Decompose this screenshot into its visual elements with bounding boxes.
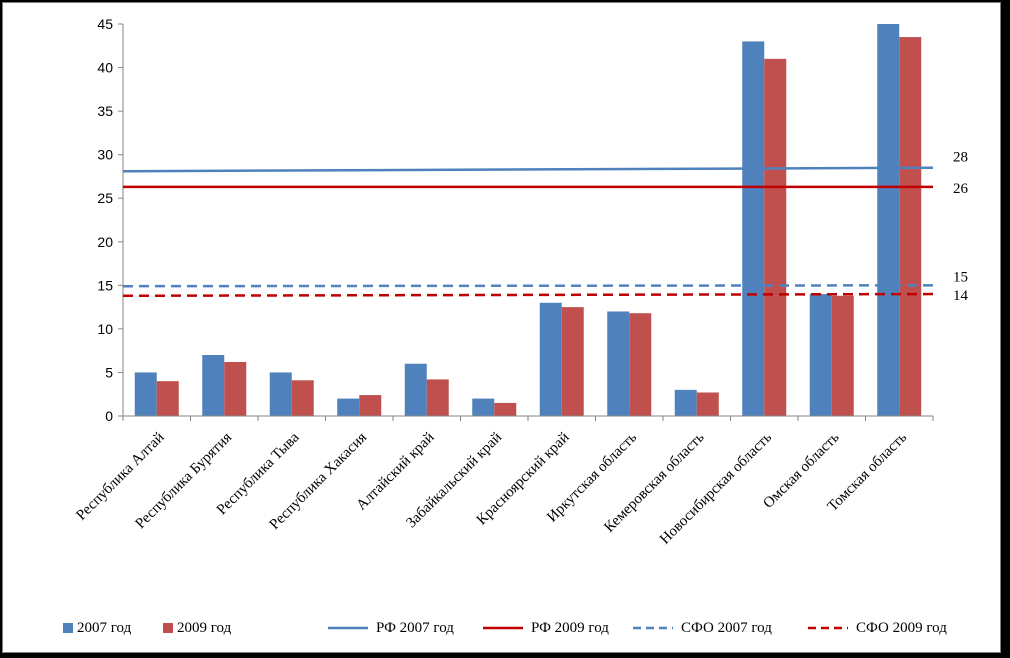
legend-label: 2009 год [177,620,232,636]
legend-label: РФ 2009 год [531,620,609,636]
bar-series1 [742,41,765,417]
bar-series1 [539,302,562,416]
y-tick-label: 10 [97,321,113,337]
bar-series2 [561,307,584,416]
bar-series2 [899,37,922,417]
x-tick-label: Новосибирская область [657,429,775,547]
bar-series2 [629,313,652,416]
y-tick-label: 15 [97,277,113,293]
bar-series1 [337,398,360,416]
bar-series1 [877,24,900,416]
legend-label: СФО 2009 год [856,620,947,636]
reference-line-label: 28 [953,150,968,166]
bar-series2 [291,380,314,416]
bar-series2 [359,395,382,416]
bar-series2 [696,392,719,416]
y-tick-label: 40 [97,60,113,76]
legend-swatch [163,623,173,633]
reference-line-3 [122,284,934,288]
bar-series1 [809,294,832,416]
bar-series1 [404,363,427,416]
chart-panel: 0 5 10 15 20 25 30 35 40 45 28 26 15 14 Республика Алт… [2,2,1001,653]
bar-series1 [472,398,495,416]
bar-series2 [764,58,787,416]
bar-series1 [607,311,630,416]
bar-series2 [831,295,854,416]
legend-swatch [63,623,73,633]
bar-series1 [134,372,157,416]
legend-label: РФ 2007 год [376,620,454,636]
y-tick-label: 45 [97,16,113,32]
bar-series2 [426,379,449,416]
y-tick-label: 0 [105,408,113,424]
reference-line-label: 26 [953,181,969,197]
bar-series2 [494,402,517,416]
y-tick-label: 25 [97,190,113,206]
y-tick-label: 20 [97,234,113,250]
bar-series1 [202,355,225,416]
legend-label: 2007 год [77,620,132,636]
reference-line-label: 15 [953,269,968,285]
y-tick-label: 5 [105,364,113,380]
bar-series2 [224,361,247,416]
reference-line-label: 14 [953,288,969,304]
bar-series2 [156,381,179,416]
reference-line-1 [122,166,934,173]
bar-series1 [674,389,697,416]
reference-line-4 [122,292,934,298]
legend-label: СФО 2007 год [681,620,772,636]
y-tick-label: 35 [97,103,113,119]
bar-series1 [269,372,292,416]
y-tick-label: 30 [97,147,113,163]
